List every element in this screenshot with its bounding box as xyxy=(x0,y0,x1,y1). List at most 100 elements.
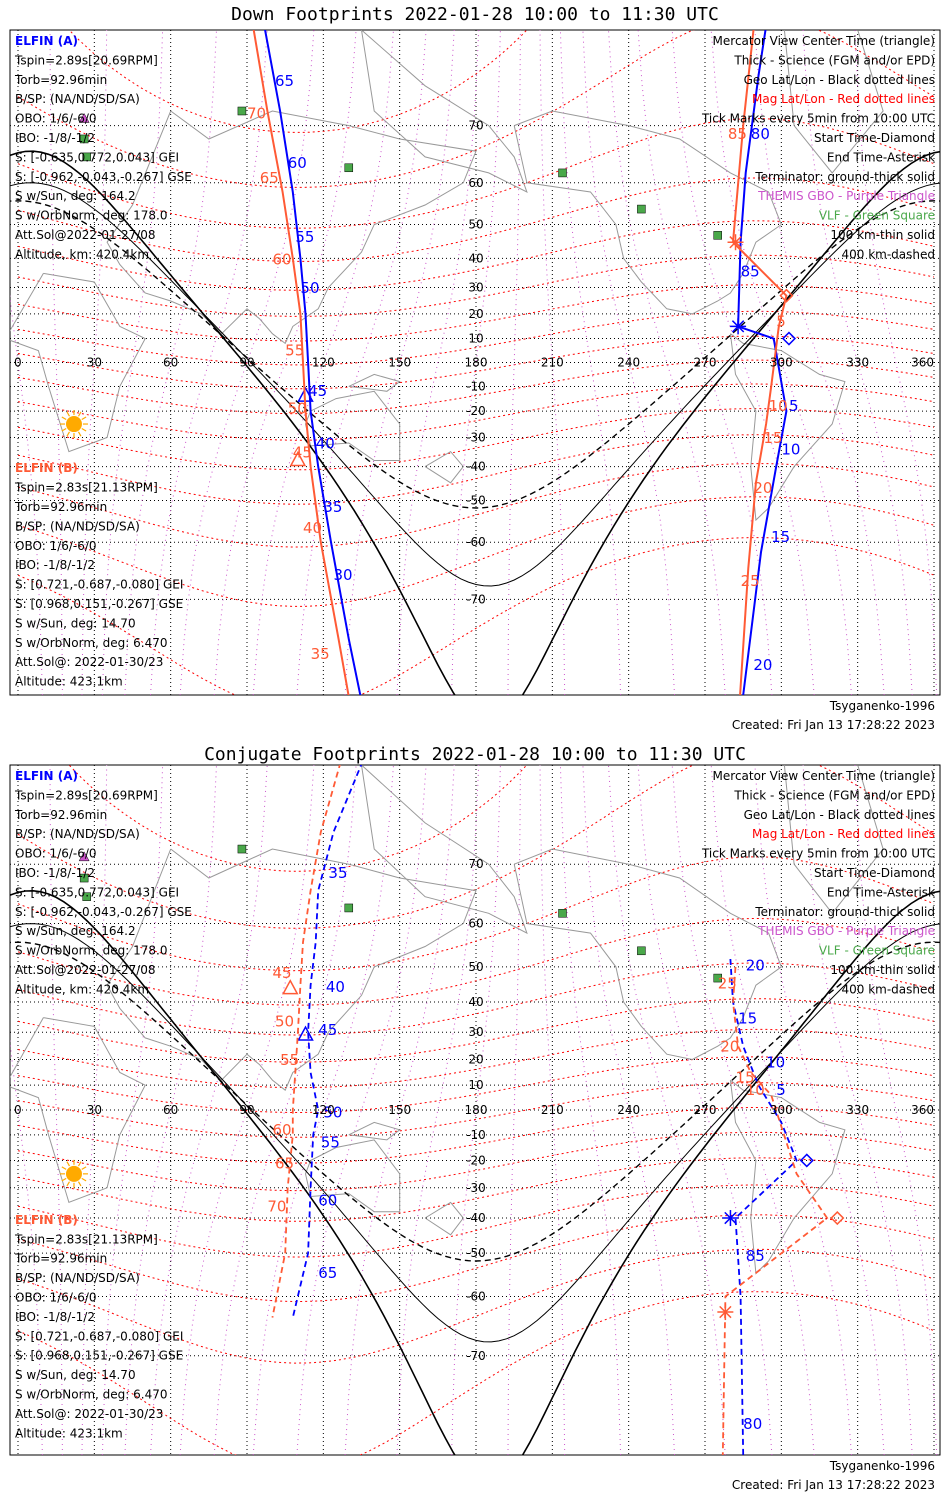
terminator-line xyxy=(10,941,940,1262)
longitude-tick-label: 270 xyxy=(694,1103,717,1117)
track-tick-label: 15 xyxy=(764,429,783,447)
elfin-b-info-line: OBO: 1/6/-6/0 xyxy=(15,1290,97,1304)
latitude-tick-label: -60 xyxy=(466,1289,486,1303)
elfin-a-info-line: S: [-0.962,-0.043,-0.267] GSE xyxy=(15,170,192,184)
elfin-a-info-line: Altitude, km: 420.4km xyxy=(15,247,149,261)
sun-ray xyxy=(81,428,87,432)
center-time-triangle xyxy=(282,979,299,995)
mag-lat-line xyxy=(17,856,935,972)
mag-lat-line xyxy=(17,1106,935,1164)
footprint-track xyxy=(729,958,798,1455)
longitude-tick-label: 210 xyxy=(541,1103,564,1117)
elfin-b-info-line: S: [0.721,-0.687,-0.080] GEI xyxy=(15,578,183,592)
conjugate-footprints-panel: Conjugate Footprints 2022-01-28 10:00 to… xyxy=(0,740,950,1500)
mag-lat-line xyxy=(17,335,935,390)
mag-lat-line xyxy=(17,310,935,366)
coastline xyxy=(424,1201,464,1236)
coastline xyxy=(513,110,782,315)
track-tick-label: 20 xyxy=(746,957,765,975)
mag-lat-line xyxy=(17,284,935,342)
vlf-site-marker xyxy=(79,134,89,144)
legend-entry: Tick Marks every 5min from 10:00 UTC xyxy=(701,847,935,861)
coastline xyxy=(304,1139,401,1213)
end-time-asterisk xyxy=(724,1211,737,1225)
elfin-a-info-line: IBO: -1/8/-1/2 xyxy=(15,866,95,880)
latitude-tick-label: 20 xyxy=(468,1053,483,1067)
track-tick-label: 30 xyxy=(334,566,353,584)
vlf-site-marker xyxy=(237,106,247,116)
map-content: 6560555045403530706560555045403575808551… xyxy=(10,30,940,695)
terminator-line xyxy=(10,182,940,587)
legend-entry: THEMIS GBO - Purple Triangle xyxy=(757,189,935,203)
latitude-tick-label: 70 xyxy=(468,119,483,133)
latitude-tick-label: 40 xyxy=(468,995,483,1009)
elfin-b-info-line: S: [0.721,-0.687,-0.080] GEI xyxy=(15,1329,183,1343)
track-tick-label: 10 xyxy=(781,441,800,459)
mag-lon-line xyxy=(179,765,315,1455)
longitude-tick-label: 90 xyxy=(239,1103,254,1117)
track-tick-label: 55 xyxy=(280,1051,299,1069)
elfin-b-info-line: Altitude: 423.1km xyxy=(15,1426,123,1440)
footprint-track xyxy=(721,966,829,1455)
legend-entry: Geo Lat/Lon - Black dotted lines xyxy=(744,808,935,822)
longitude-tick-label: 60 xyxy=(163,356,178,370)
mag-lat-line xyxy=(68,765,528,872)
track-tick-label: 65 xyxy=(318,1264,337,1282)
coastline xyxy=(348,373,401,392)
latitude-tick-label: 50 xyxy=(468,960,483,974)
legend-entry: 100 km-thin solid xyxy=(830,228,935,242)
latitude-tick-label: -70 xyxy=(466,1349,486,1363)
latitude-tick-label: 40 xyxy=(468,251,483,265)
longitude-tick-label: 0 xyxy=(14,1103,22,1117)
elfin-b-info-line: IBO: -1/8/-1/2 xyxy=(15,558,95,572)
vlf-site-marker xyxy=(79,873,89,883)
vlf-site-marker xyxy=(82,892,91,901)
elfin-b-info-line: Att.Sol@: 2022-01-30/23 xyxy=(15,1407,163,1421)
elfin-b-info-line: S w/OrbNorm, deg: 6.470 xyxy=(15,636,167,650)
track-tick-label: 15 xyxy=(738,1010,757,1028)
longitude-tick-label: 330 xyxy=(846,1103,869,1117)
elfin-a-info-line: B/SP: (NA/ND/SD/SA) xyxy=(15,92,140,106)
latitude-tick-label: -50 xyxy=(466,1246,486,1260)
legend-entry: Terminator: ground-thick solid xyxy=(754,905,935,919)
longitude-tick-label: 240 xyxy=(617,356,640,370)
longitude-tick-label: 120 xyxy=(312,356,335,370)
sun-icon xyxy=(65,416,82,433)
coastline xyxy=(10,272,146,453)
longitude-tick-label: 120 xyxy=(312,1103,335,1117)
track-tick-label: 10 xyxy=(769,397,788,415)
legend-entry: VLF - Green Square xyxy=(819,944,935,958)
sun-ray xyxy=(66,431,70,437)
conjugate-footprints-map: 3540455055606540455055606570201510585802… xyxy=(9,751,941,1492)
track-tick-label: 20 xyxy=(753,479,772,497)
track-tick-label: 15 xyxy=(771,528,790,546)
mag-lon-line xyxy=(344,765,455,1455)
track-tick-label: 35 xyxy=(323,498,342,516)
created-label: Created: Fri Jan 13 17:28:22 2023 xyxy=(732,1478,935,1492)
elfin-a-info-line: Torb=92.96min xyxy=(14,808,107,822)
track-tick-label: 5 xyxy=(789,397,799,415)
latitude-tick-label: -20 xyxy=(466,1153,486,1167)
longitude-tick-label: 360 xyxy=(911,356,934,370)
track-tick-label: 85 xyxy=(741,262,760,280)
elfin-b-info-line: S: [0.968,0.151,-0.267] GSE xyxy=(15,1349,183,1363)
coastline xyxy=(10,1017,146,1204)
longitude-tick-label: 90 xyxy=(239,356,254,370)
track-tick-label: 40 xyxy=(334,751,353,769)
longitude-tick-label: 30 xyxy=(87,1103,102,1117)
longitude-tick-label: 300 xyxy=(770,1103,793,1117)
legend-entry: Geo Lat/Lon - Black dotted lines xyxy=(744,73,935,87)
track-tick-label: 70 xyxy=(267,1198,286,1216)
terminator-line xyxy=(10,200,940,509)
vlf-site-marker xyxy=(344,163,354,173)
start-time-diamond xyxy=(779,288,794,303)
mag-lon-line xyxy=(296,30,427,695)
mag-lon-line xyxy=(637,30,773,695)
elfin-b-info-line: S w/Sun, deg: 14.70 xyxy=(15,1368,136,1382)
elfin-b-info-line: B/SP: (NA/ND/SD/SA) xyxy=(15,519,140,533)
mag-lon-line xyxy=(451,30,501,695)
track-tick-label: 65 xyxy=(275,1154,294,1172)
legend-entry: Mag Lat/Lon - Red dotted lines xyxy=(752,827,935,841)
footprint-track xyxy=(271,765,341,1318)
track-tick-label: 50 xyxy=(288,400,307,418)
